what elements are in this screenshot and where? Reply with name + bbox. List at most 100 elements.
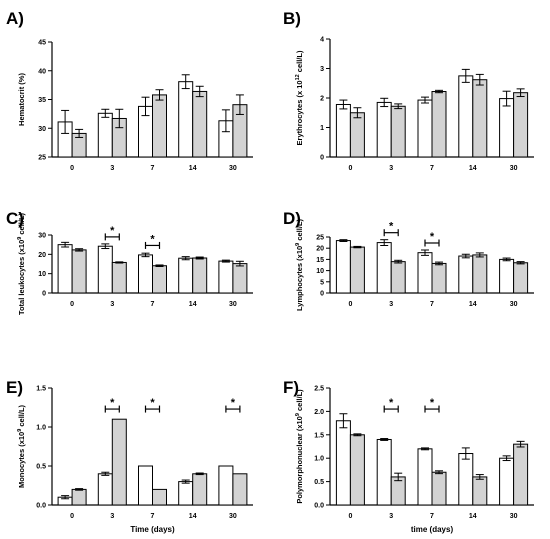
panel-5-bar-7-series-2	[152, 488, 167, 506]
panel-2-bar-30-series-2	[513, 92, 529, 158]
panel-4-y-axis-label-unit: cell/L)	[295, 219, 304, 243]
panel-1-x-tick-label-7: 7	[151, 165, 155, 172]
panel-1-x-tick-label-0: 0	[70, 165, 74, 172]
panel-1-bar-14-series-2	[192, 90, 208, 158]
panel-6-y-tick-label: 1.0	[314, 456, 324, 463]
panel-4-bar-14-series-1	[458, 255, 474, 294]
panel-1-y-axis-label-main: Hematocrit (%)	[17, 73, 26, 126]
panel-3-y-tick-label: 30	[38, 233, 46, 240]
panel-2-bar-3-series-1	[376, 101, 392, 158]
panel-1-y-tick-label: 40	[38, 68, 46, 75]
panel-6-bar-7-series-1	[417, 448, 433, 506]
panel-5-x-tick-label-30: 30	[229, 513, 237, 520]
panel-2-bar-3-series-2	[390, 105, 406, 158]
panel-4-significance-star: *	[430, 231, 435, 243]
panel-1-y-tick-label: 35	[38, 97, 46, 104]
panel-1-bar-7-series-2	[152, 94, 167, 158]
panel-2-bar-7-series-1	[417, 99, 433, 158]
panel-6-y-axis-label-unit: cell/L)	[295, 389, 304, 413]
panel-1-y-tick-label: 30	[38, 126, 46, 133]
panel-5-y-tick-label: 0.5	[36, 464, 46, 471]
panel-2-y-axis-label-unit: cell/L)	[295, 50, 304, 74]
panel-3-bar-14-series-2	[192, 257, 208, 294]
panel-5-y-tick-label: 1.5	[36, 386, 46, 393]
panel-2-bar-14-series-1	[458, 75, 474, 158]
panel-4-bar-30-series-2	[513, 262, 529, 294]
panel-5-bar-3-series-1	[97, 473, 113, 506]
panel-6-bar-3-series-1	[376, 438, 392, 506]
panel-6-y-axis-label-main: Polymorphonuclear (x10	[295, 416, 304, 504]
panel-5-bar-14-series-2	[192, 473, 208, 506]
panel-2-x-tick-label-14: 14	[469, 165, 477, 172]
panel-1-y-tick-label: 45	[38, 40, 46, 47]
panel-2-x-tick-label-0: 0	[348, 165, 352, 172]
panel-3-x-tick-label-0: 0	[70, 301, 74, 308]
panel-5-bar-30-series-2	[232, 473, 248, 506]
panel-4-y-tick-label: 20	[316, 246, 324, 253]
panel-5-bar-0-series-2	[71, 488, 87, 506]
panel-6-y-tick-label: 2.0	[314, 409, 324, 416]
panel-2-x-tick-label-3: 3	[389, 165, 393, 172]
panel-6-y-axis-label-exponent: 9	[295, 413, 301, 416]
panel-4-y-tick-label: 5	[320, 279, 324, 286]
panel-5-bar-14-series-1	[178, 481, 194, 506]
panel-3-y-axis-label: Total leukocytes (x109 cell/L)	[17, 212, 26, 315]
panel-4-y-tick-label: 25	[316, 235, 324, 242]
panel-3-y-tick-label: 10	[38, 271, 46, 278]
panel-6-bar-0-series-1	[335, 420, 351, 506]
panel-3-bar-7-series-1	[138, 254, 153, 294]
panel-2-y-axis-label-exponent: 12	[295, 74, 301, 80]
panel-4-bar-3-series-2	[390, 261, 406, 294]
panel-3-bar-30-series-2	[232, 263, 248, 294]
panel-5-x-axis-label: Time (days)	[130, 525, 175, 534]
panel-2-y-tick-label: 1	[320, 125, 324, 132]
panel-6-x-tick-label-30: 30	[510, 513, 518, 520]
panel-3-y-axis-label-unit: cell/L)	[17, 212, 26, 236]
panel-5-x-tick-label-7: 7	[151, 513, 155, 520]
panel-4-x-tick-label-0: 0	[348, 301, 352, 308]
panel-4-bar-7-series-2	[431, 262, 447, 294]
panel-1-x-tick-label-30: 30	[229, 165, 237, 172]
panel-6-x-tick-label-0: 0	[348, 513, 352, 520]
panel-4-y-tick-label: 10	[316, 268, 324, 275]
panel-6-label: F)	[283, 378, 299, 397]
panel-3-y-axis-label-main: Total leukocytes (x10	[17, 240, 26, 315]
panel-5-bar-3-series-2	[111, 418, 127, 506]
panel-3-significance-star: *	[110, 225, 115, 237]
panel-6-y-tick-label: 0.5	[314, 479, 324, 486]
panel-6-significance-star: *	[389, 397, 394, 409]
panel-1-y-tick-label: 25	[38, 155, 46, 162]
panel-3-x-tick-label-3: 3	[110, 301, 114, 308]
panel-4-x-tick-label-7: 7	[430, 301, 434, 308]
panel-5-significance-star: *	[150, 397, 155, 409]
panel-5-y-axis-label: Monocytes (x109 cell/L)	[17, 404, 26, 488]
panel-3-bar-30-series-1	[218, 260, 234, 294]
panel-2-bar-7-series-2	[431, 91, 447, 158]
panel-4-x-tick-label-30: 30	[510, 301, 518, 308]
panel-4-y-axis-label: Lymphocytes (x109 cell/L)	[295, 219, 304, 311]
panel-2-x-tick-label-7: 7	[430, 165, 434, 172]
panel-4-bar-0-series-2	[349, 246, 365, 294]
panel-6-x-tick-label-14: 14	[469, 513, 477, 520]
panel-3-x-tick-label-14: 14	[189, 301, 197, 308]
panel-4-bar-3-series-1	[376, 242, 392, 294]
panel-6-bar-14-series-1	[458, 453, 474, 506]
panel-3-label: C)	[6, 209, 24, 228]
panel-2-y-tick-label: 2	[320, 96, 324, 103]
panel-6-significance-star: *	[430, 397, 435, 409]
panel-1-x-tick-label-14: 14	[189, 165, 197, 172]
panel-3-bar-7-series-2	[152, 265, 167, 294]
panel-2-y-axis-label: Erythrocytes (x 1012 cell/L)	[295, 50, 304, 145]
panel-4-y-tick-label: 15	[316, 257, 324, 264]
panel-2-y-tick-label: 0	[320, 155, 324, 162]
panel-3-bar-3-series-2	[111, 261, 127, 294]
panel-6-bar-7-series-2	[431, 471, 447, 506]
panel-4-bar-7-series-1	[417, 252, 433, 294]
panel-3-bar-14-series-1	[178, 257, 194, 294]
panel-6-y-tick-label: 0.0	[314, 503, 324, 510]
panel-1-bar-14-series-1	[178, 81, 194, 158]
panel-6-bar-30-series-1	[499, 457, 515, 506]
panel-4-x-tick-label-3: 3	[389, 301, 393, 308]
panel-6-bar-0-series-2	[349, 434, 365, 506]
